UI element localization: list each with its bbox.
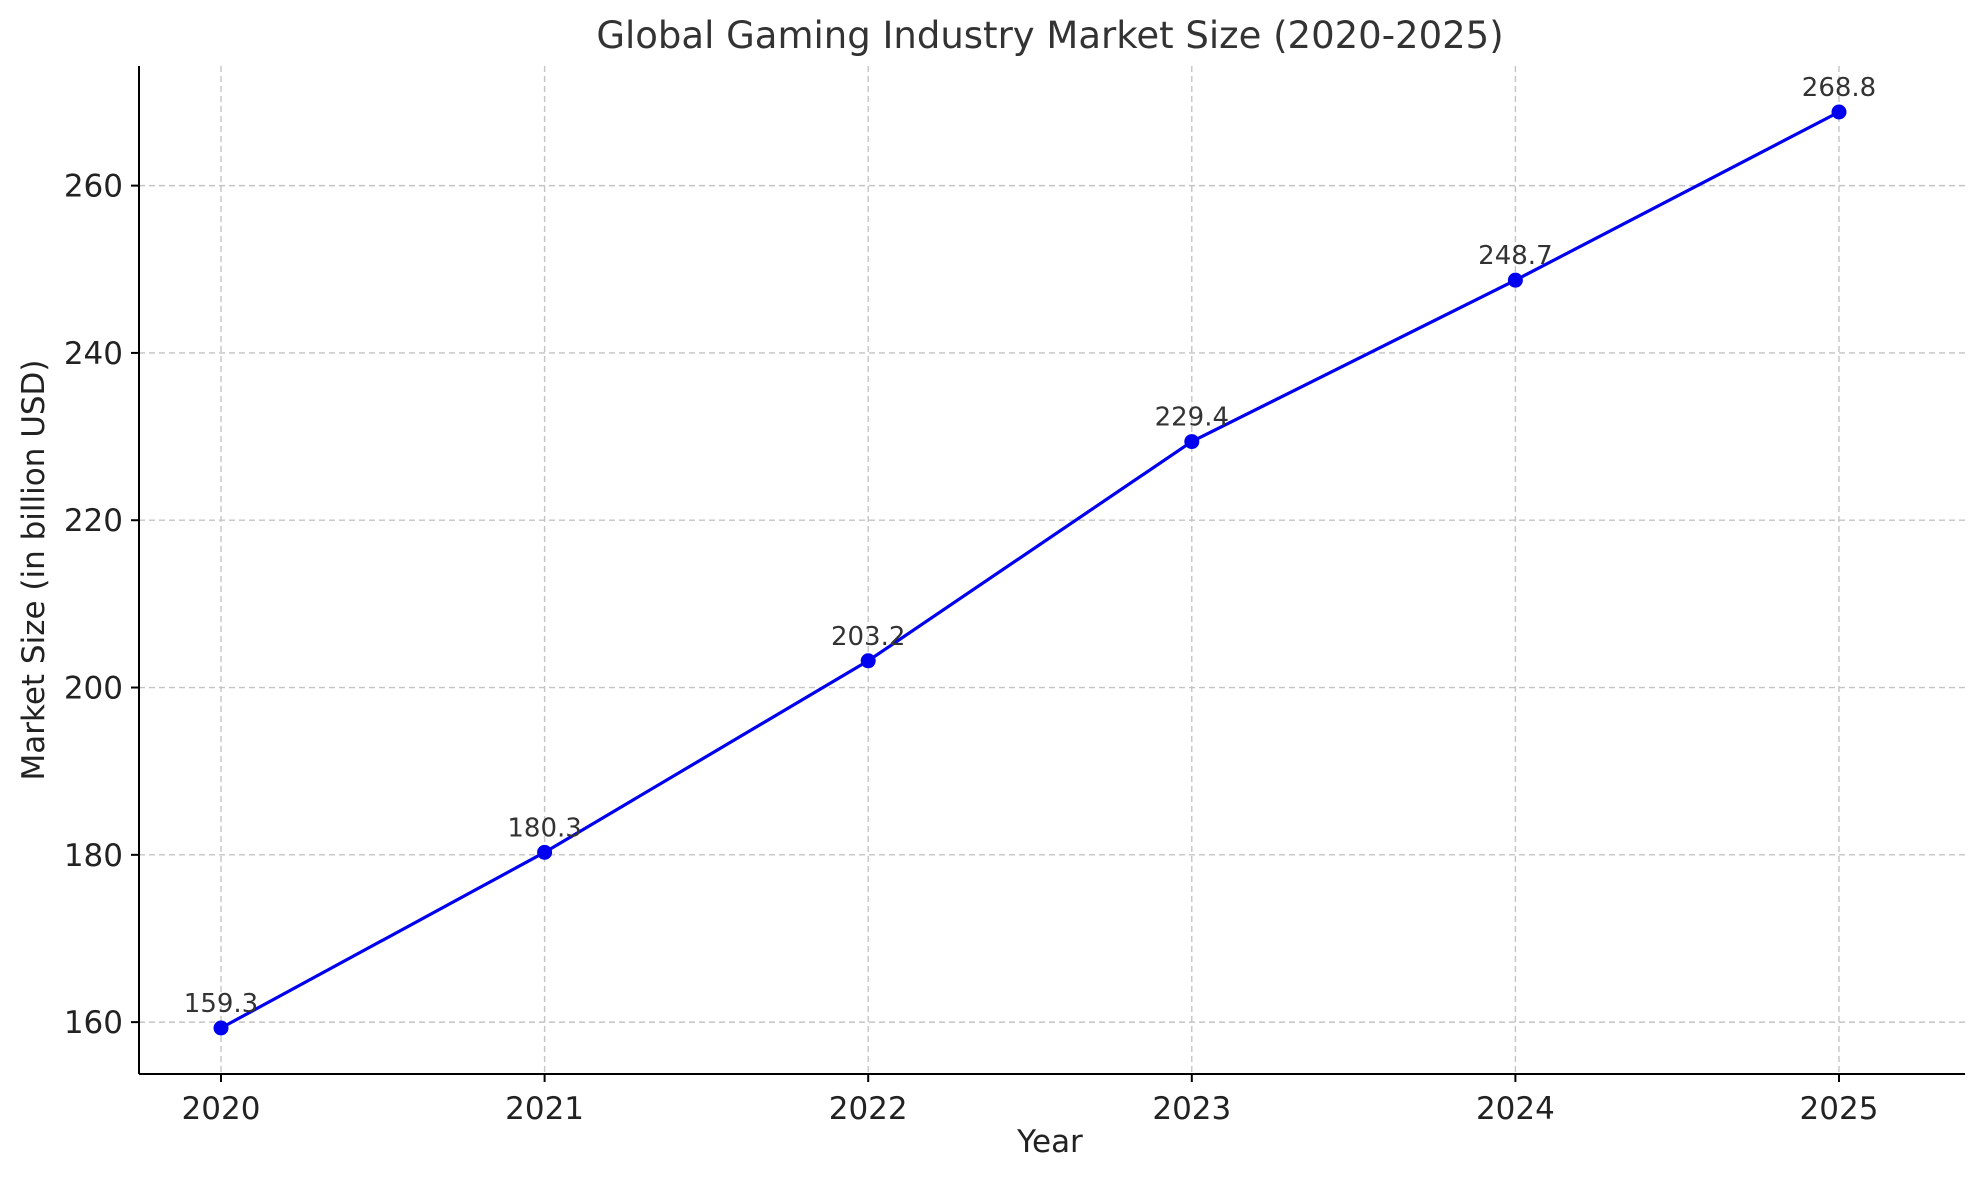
x-tick-label: 2021	[505, 1091, 584, 1127]
x-tick-label: 2023	[1152, 1091, 1231, 1127]
data-point	[1831, 104, 1847, 120]
data-point	[537, 844, 553, 860]
data-label: 203.2	[831, 622, 905, 652]
y-tick-label: 200	[64, 671, 123, 707]
data-label: 180.3	[507, 813, 581, 843]
x-axis-label: Year	[1016, 1124, 1083, 1160]
gridlines	[139, 66, 1965, 1074]
y-tick-label: 220	[64, 503, 123, 539]
data-labels: 159.3 180.3 203.2 229.4 248.7 268.8	[184, 73, 1876, 1019]
data-label: 248.7	[1478, 241, 1552, 271]
data-point	[1184, 434, 1200, 450]
y-tick-label: 260	[64, 169, 123, 205]
y-tick-label: 240	[64, 336, 123, 372]
x-tick-label: 2020	[182, 1091, 261, 1127]
data-point	[1507, 272, 1523, 288]
axes: 2020 2021 2022 2023 2024 2025 160 180 200 220 240 2…	[64, 66, 1965, 1127]
data-label: 268.8	[1802, 73, 1876, 103]
x-tick-label: 2025	[1800, 1091, 1879, 1127]
data-label: 159.3	[184, 989, 258, 1019]
y-tick-label: 180	[64, 838, 123, 874]
y-axis-label: Market Size (in billion USD)	[16, 359, 52, 780]
series-line	[220, 110, 1840, 1030]
y-tick-label: 160	[64, 1005, 123, 1041]
data-point	[860, 653, 876, 669]
x-tick-label: 2024	[1476, 1091, 1555, 1127]
chart-title: Global Gaming Industry Market Size (2020…	[596, 14, 1503, 57]
series-layer	[213, 104, 1847, 1036]
data-label: 229.4	[1155, 403, 1229, 433]
x-tick-label: 2022	[829, 1091, 908, 1127]
data-point	[213, 1020, 229, 1036]
